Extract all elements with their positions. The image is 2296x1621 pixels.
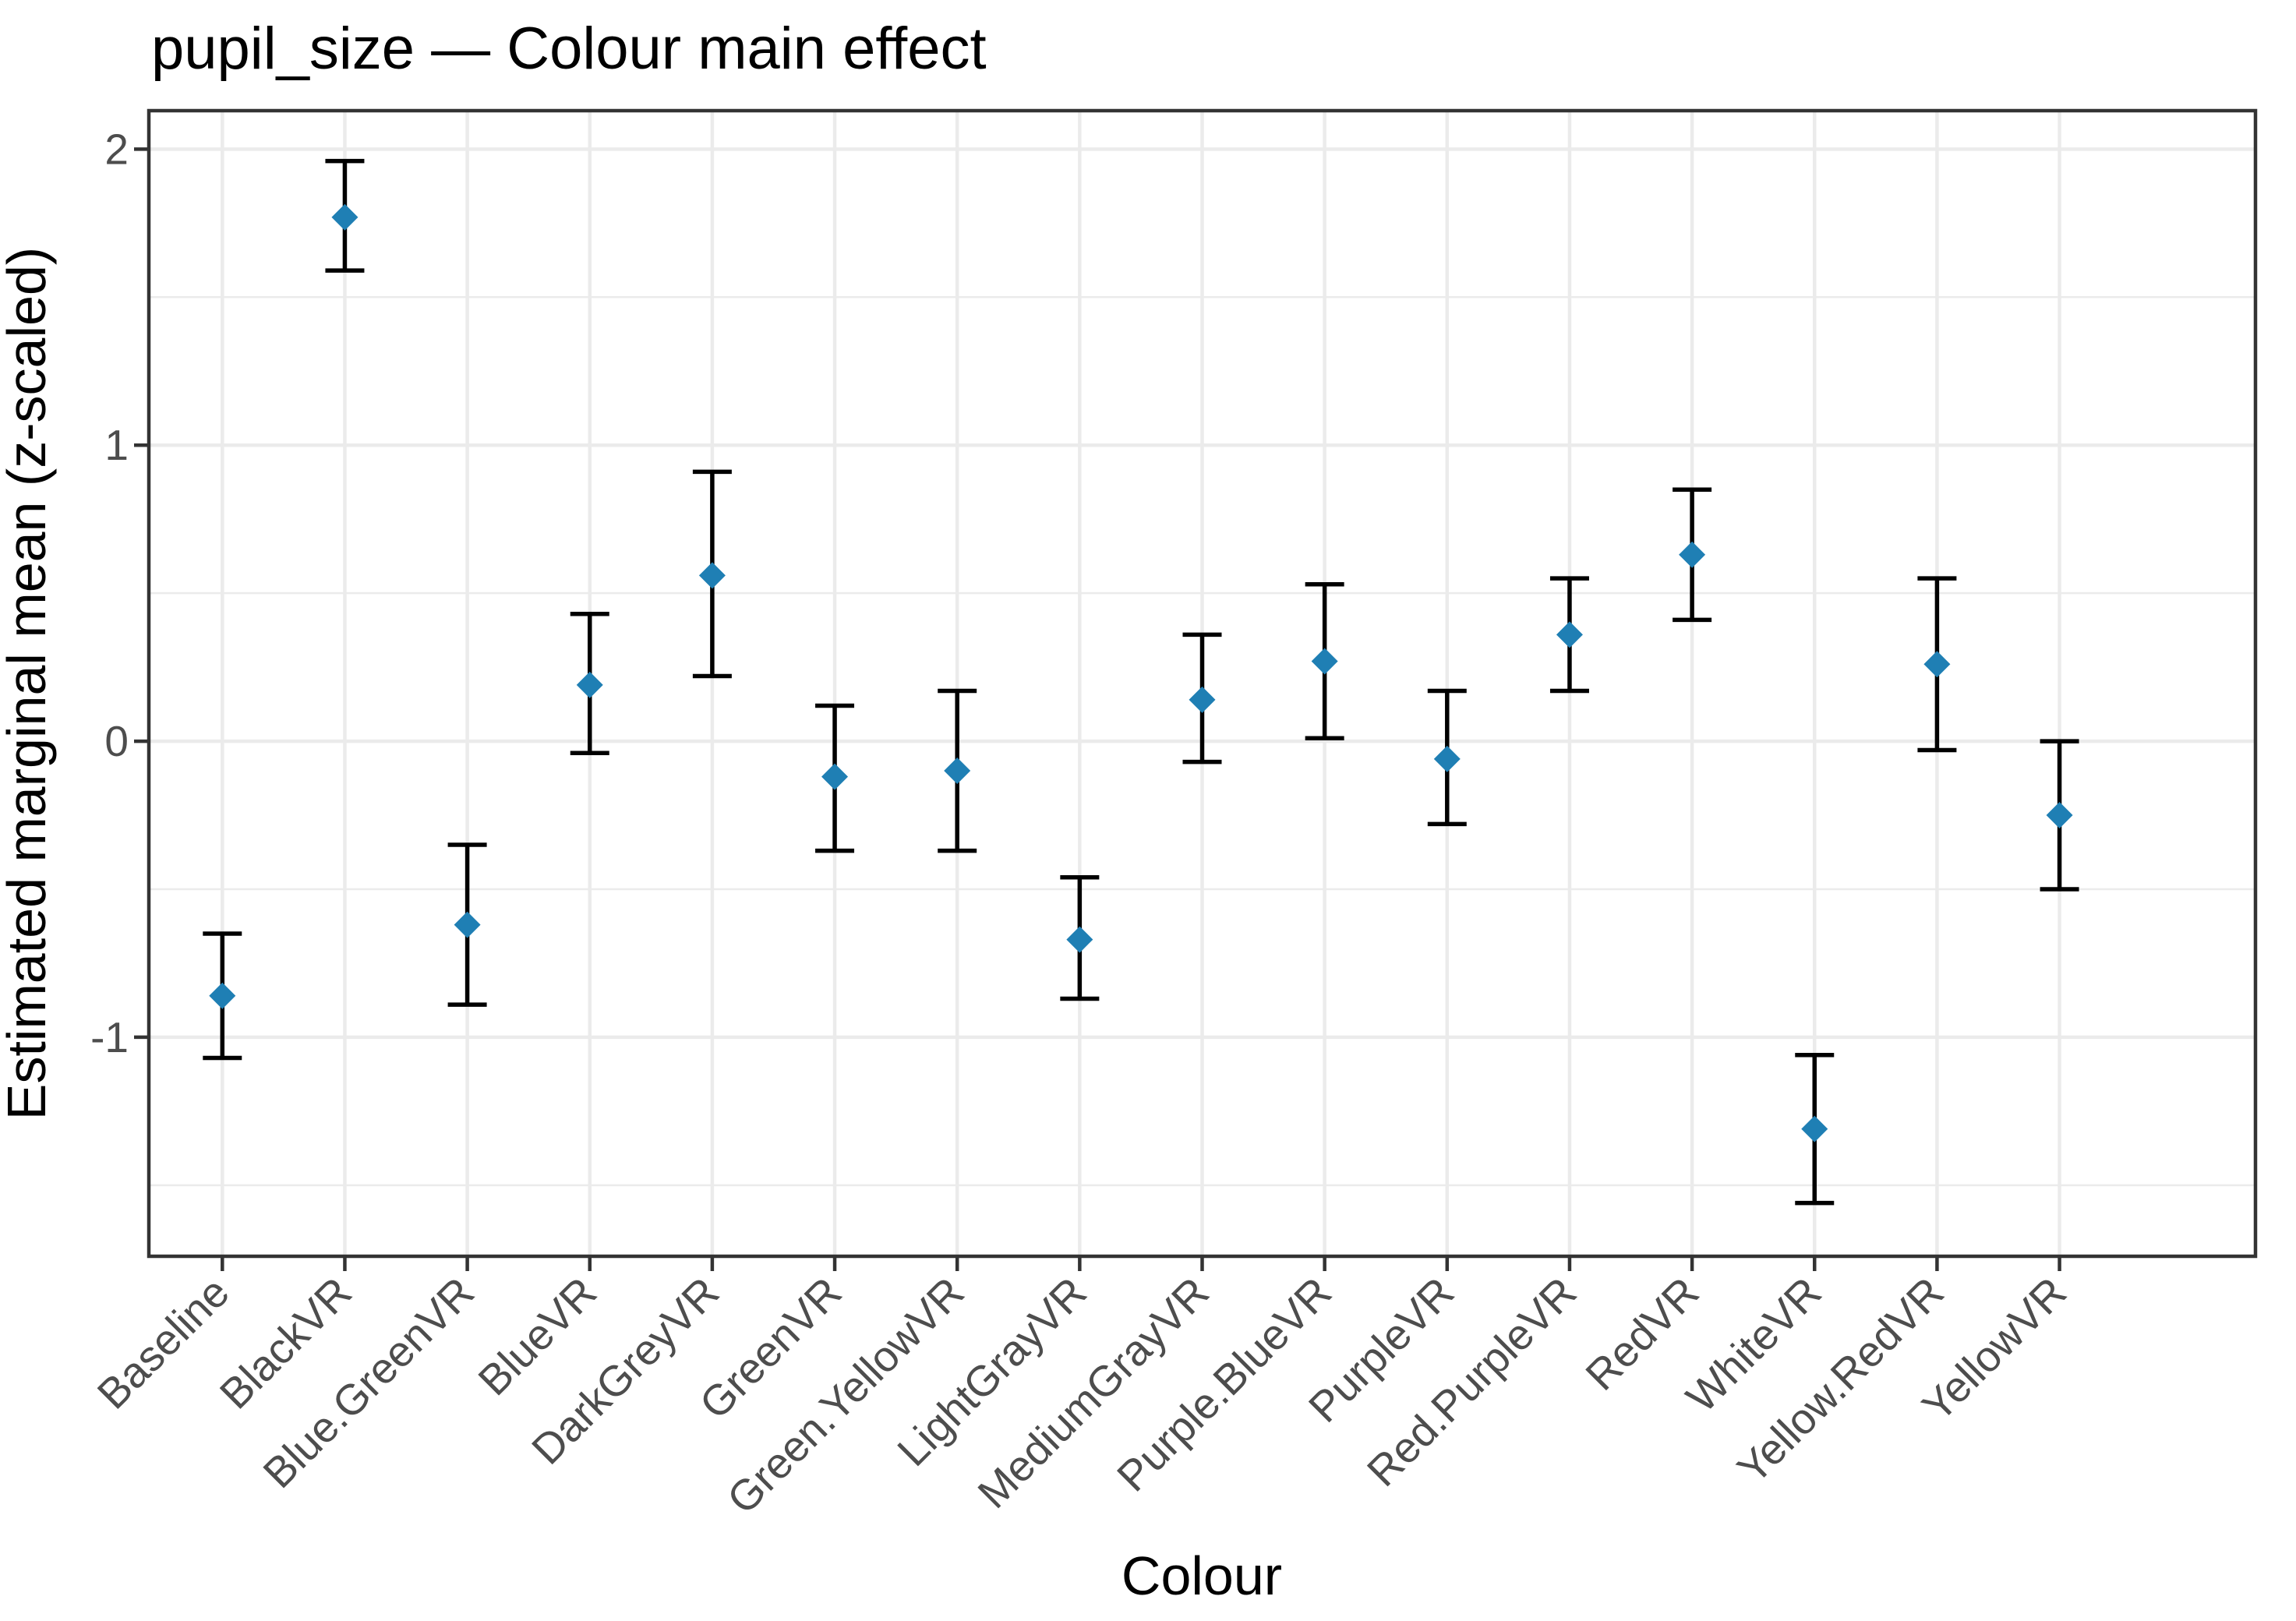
pointrange bbox=[1549, 576, 1589, 694]
pointrange bbox=[2040, 739, 2079, 892]
data-marks bbox=[203, 158, 2079, 1206]
point-marker bbox=[1433, 745, 1461, 772]
x-tick-label: Blue.GreenVR bbox=[253, 1268, 483, 1498]
point-marker bbox=[454, 911, 481, 938]
pointrange bbox=[938, 688, 977, 853]
point-marker bbox=[2046, 802, 2073, 829]
pointrange bbox=[447, 842, 487, 1007]
point-marker bbox=[576, 671, 603, 698]
pointrange bbox=[1673, 487, 1712, 623]
y-tick-label: 2 bbox=[104, 125, 129, 173]
point-marker bbox=[1066, 926, 1093, 953]
point-marker bbox=[1311, 648, 1338, 675]
y-tick-label: 0 bbox=[104, 717, 129, 765]
pointrange bbox=[1917, 576, 1957, 753]
pointrange bbox=[1795, 1052, 1835, 1206]
point-marker bbox=[821, 763, 849, 790]
plot-title: pupil_size — Colour main effect bbox=[151, 16, 987, 82]
x-axis-title: Colour bbox=[1122, 1545, 1282, 1606]
point-marker bbox=[1556, 621, 1583, 648]
y-axis-title: Estimated marginal mean (z-scaled) bbox=[0, 247, 57, 1120]
y-tick-label: 1 bbox=[104, 421, 129, 469]
pointrange bbox=[1305, 582, 1344, 741]
point-marker bbox=[1923, 651, 1951, 678]
pointrange bbox=[815, 703, 855, 853]
x-tick-label: Purple.BlueVR bbox=[1107, 1268, 1341, 1501]
pointrange bbox=[1182, 632, 1222, 765]
pointrange bbox=[570, 611, 609, 756]
y-tick-label: -1 bbox=[90, 1013, 129, 1061]
point-marker bbox=[1801, 1115, 1828, 1142]
x-tick-label: Baseline bbox=[88, 1268, 238, 1418]
pointrange bbox=[325, 158, 365, 273]
pointrange bbox=[1427, 688, 1467, 827]
gridlines bbox=[149, 111, 2255, 1256]
x-tick-label: Red.PurpleVR bbox=[1358, 1268, 1585, 1496]
pointrange bbox=[692, 469, 732, 679]
point-marker bbox=[944, 758, 971, 785]
point-marker bbox=[209, 982, 236, 1009]
pointrange bbox=[1060, 875, 1100, 1001]
pointrange bbox=[203, 931, 242, 1061]
point-marker bbox=[698, 562, 726, 589]
point-marker bbox=[1189, 686, 1216, 713]
point-marker bbox=[1679, 541, 1706, 568]
point-marker bbox=[331, 203, 359, 231]
